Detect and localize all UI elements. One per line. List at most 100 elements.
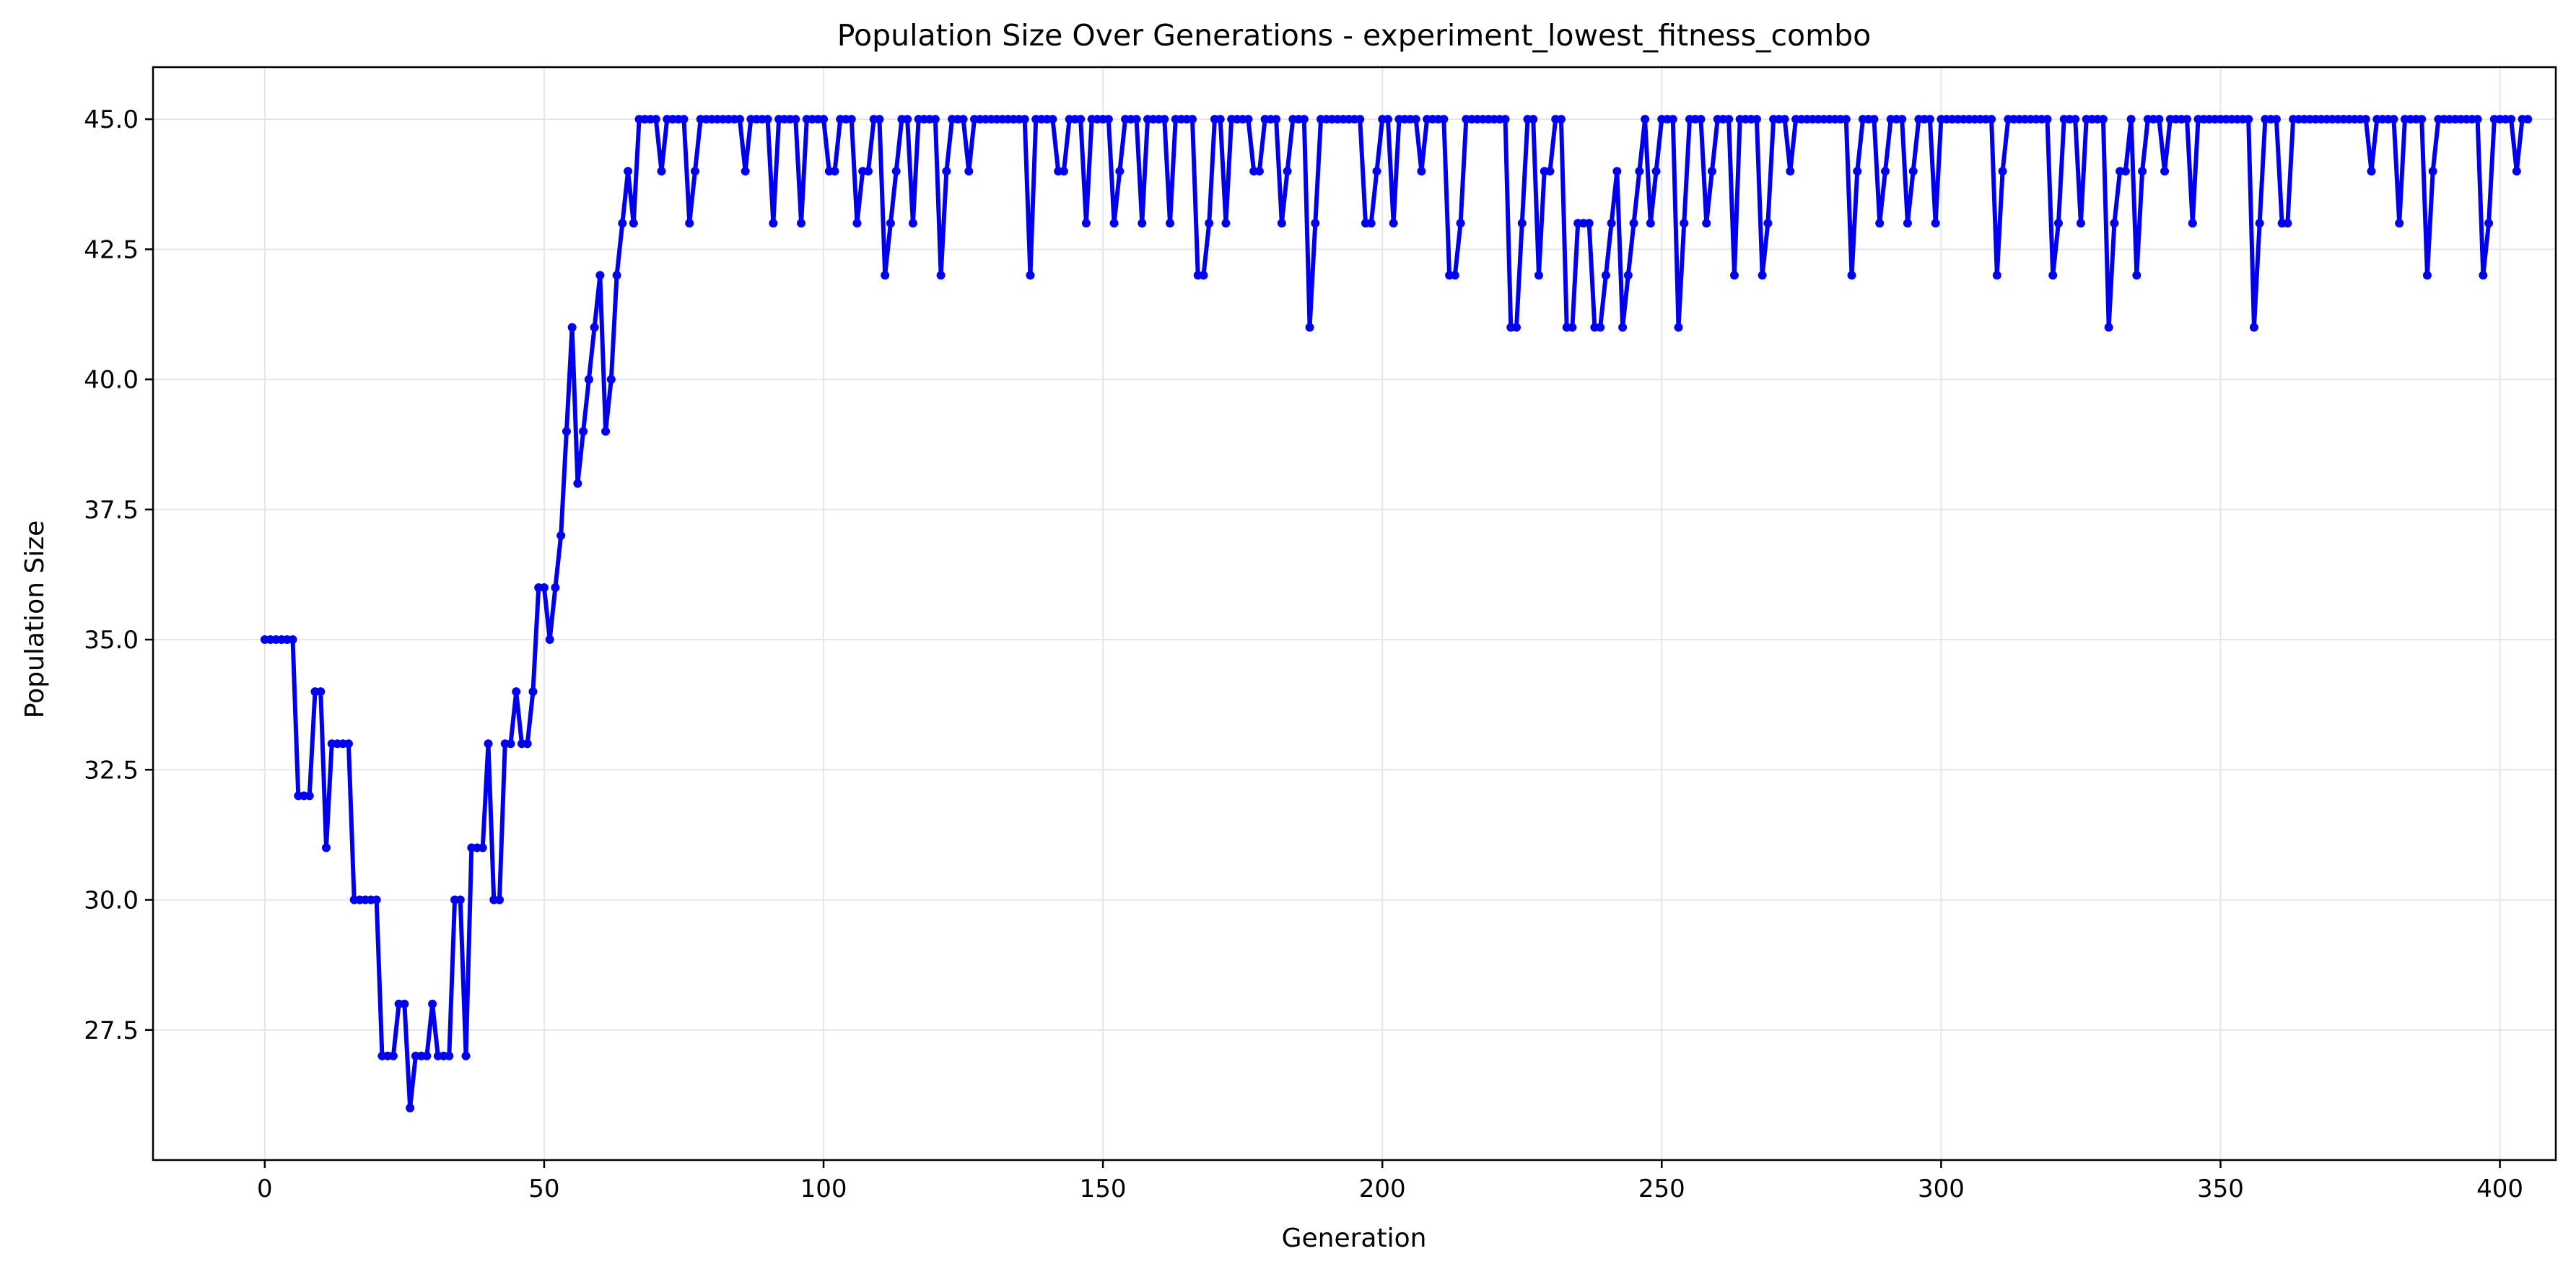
data-point (1898, 115, 1907, 124)
series-line-layer (264, 117, 2528, 1110)
data-point (2361, 115, 2370, 124)
data-point (495, 895, 504, 905)
data-point (1780, 115, 1789, 124)
data-point (573, 479, 582, 488)
x-tick-label: 50 (528, 1174, 559, 1203)
data-point (1607, 219, 1616, 228)
data-point (2249, 323, 2258, 332)
data-point (478, 843, 487, 853)
data-point (1104, 115, 1113, 124)
x-tick-label: 300 (1918, 1174, 1965, 1203)
data-point (1417, 167, 1426, 176)
data-point (305, 791, 314, 801)
data-point (1059, 167, 1068, 176)
data-point (830, 167, 839, 176)
data-point (2395, 219, 2404, 228)
series-line (264, 117, 2528, 1110)
data-point (1383, 115, 1392, 124)
data-point (2121, 167, 2130, 176)
data-point (657, 167, 666, 176)
data-point (1987, 115, 1996, 124)
data-point (797, 219, 806, 228)
data-point (2098, 115, 2108, 124)
data-point (545, 635, 554, 645)
data-point (562, 427, 571, 436)
data-point (1299, 115, 1309, 124)
data-point (1244, 115, 1253, 124)
data-point (881, 271, 890, 280)
data-point (579, 427, 588, 436)
data-point (2523, 115, 2533, 124)
y-tick-label: 30.0 (84, 886, 139, 915)
x-tick-label: 200 (1359, 1174, 1406, 1203)
data-point (1786, 167, 1795, 176)
data-point (1729, 271, 1739, 280)
data-point (1081, 219, 1091, 228)
data-point (1674, 323, 1683, 332)
data-point (1450, 271, 1459, 280)
data-point (1601, 271, 1610, 280)
x-tick-label: 100 (800, 1174, 847, 1203)
data-point (1529, 115, 1538, 124)
data-point (1908, 167, 1918, 176)
data-point (2428, 167, 2437, 176)
data-point (506, 739, 515, 749)
data-point (1903, 219, 1912, 228)
data-point (1187, 115, 1197, 124)
data-point (1651, 167, 1661, 176)
x-tick-label: 350 (2197, 1174, 2244, 1203)
data-point (523, 739, 532, 749)
y-tick-label: 35.0 (84, 626, 139, 655)
data-point (2110, 219, 2119, 228)
data-point (886, 219, 895, 228)
data-point (2479, 271, 2488, 280)
data-point (288, 635, 297, 645)
data-point (1612, 167, 1622, 176)
y-axis-ticks: 27.5 30.0 32.5 35.0 37.5 40.0 42.5 45.0 (84, 105, 153, 1045)
data-point (1568, 323, 1577, 332)
data-point (528, 687, 538, 697)
data-point (2188, 219, 2197, 228)
data-point (1205, 219, 1214, 228)
data-point (1115, 167, 1125, 176)
data-point (1026, 271, 1035, 280)
data-point (1841, 115, 1851, 124)
data-point (422, 1051, 432, 1060)
data-point (2104, 323, 2113, 332)
data-point (791, 115, 800, 124)
data-point (618, 219, 627, 228)
data-point (2132, 271, 2141, 280)
data-point (2484, 219, 2494, 228)
data-point (1517, 219, 1527, 228)
data-point (590, 323, 599, 332)
data-point (1629, 219, 1638, 228)
data-point (1254, 167, 1264, 176)
data-point (316, 687, 326, 697)
data-point (484, 739, 493, 749)
data-point (445, 1051, 454, 1060)
data-point (1641, 115, 1650, 124)
data-point (1925, 115, 1934, 124)
data-point (1283, 167, 1292, 176)
data-point (769, 219, 778, 228)
data-point (2183, 115, 2192, 124)
data-point (1534, 271, 1543, 280)
data-point (735, 115, 744, 124)
data-point (1048, 115, 1057, 124)
data-point (512, 687, 521, 697)
data-point (1847, 271, 1856, 280)
data-point (406, 1103, 415, 1112)
data-point (1311, 219, 1320, 228)
data-point (556, 531, 566, 540)
data-point (1545, 167, 1555, 176)
data-point (584, 375, 593, 384)
x-tick-label: 150 (1080, 1174, 1127, 1203)
x-tick-label: 400 (2476, 1174, 2523, 1203)
data-point (322, 843, 331, 853)
data-point (690, 167, 699, 176)
data-point (461, 1051, 471, 1060)
data-point (1635, 167, 1644, 176)
data-point (2043, 115, 2052, 124)
y-tick-label: 45.0 (84, 105, 139, 134)
